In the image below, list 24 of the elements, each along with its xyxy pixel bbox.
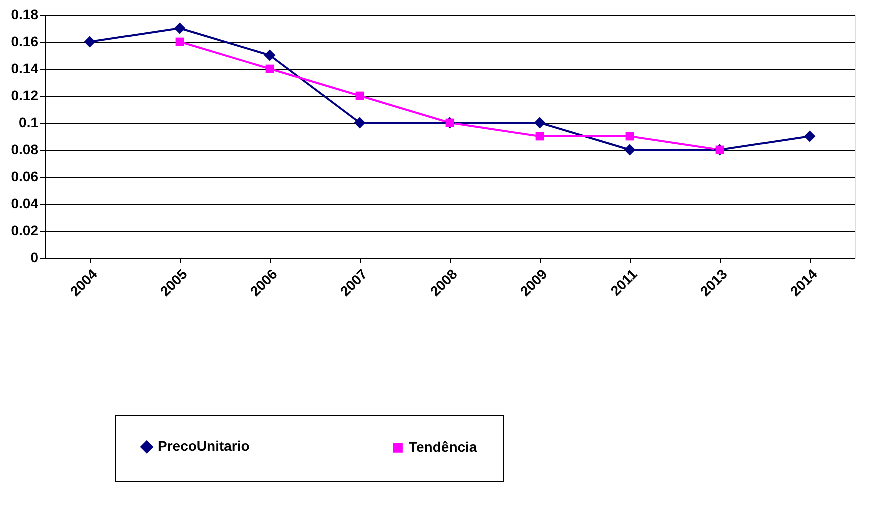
y-tick-label: 0.04 xyxy=(11,196,39,212)
point xyxy=(356,92,364,100)
point xyxy=(626,132,634,141)
point xyxy=(536,132,544,141)
y-tick-label: 0.12 xyxy=(11,88,39,104)
legend-label: PrecoUnitario xyxy=(158,438,250,454)
point xyxy=(624,144,636,156)
point xyxy=(804,130,816,142)
point xyxy=(264,50,276,62)
point xyxy=(354,117,366,129)
point xyxy=(176,38,184,46)
point xyxy=(174,22,186,34)
y-tick-label: 0.16 xyxy=(11,34,39,50)
y-tick-label: 0.18 xyxy=(11,6,39,22)
y-tick-label: 0.08 xyxy=(11,142,39,158)
y-tick-label: 0.02 xyxy=(11,222,39,238)
y-tick-label: 0.06 xyxy=(11,168,39,184)
legend-label: Tendência xyxy=(409,438,478,455)
y-tick-label: 0.1 xyxy=(19,114,39,130)
point xyxy=(266,64,274,74)
y-tick-label: 0.14 xyxy=(11,60,39,76)
point xyxy=(534,117,546,129)
point xyxy=(84,36,96,48)
y-tick-label: 0 xyxy=(30,250,39,266)
